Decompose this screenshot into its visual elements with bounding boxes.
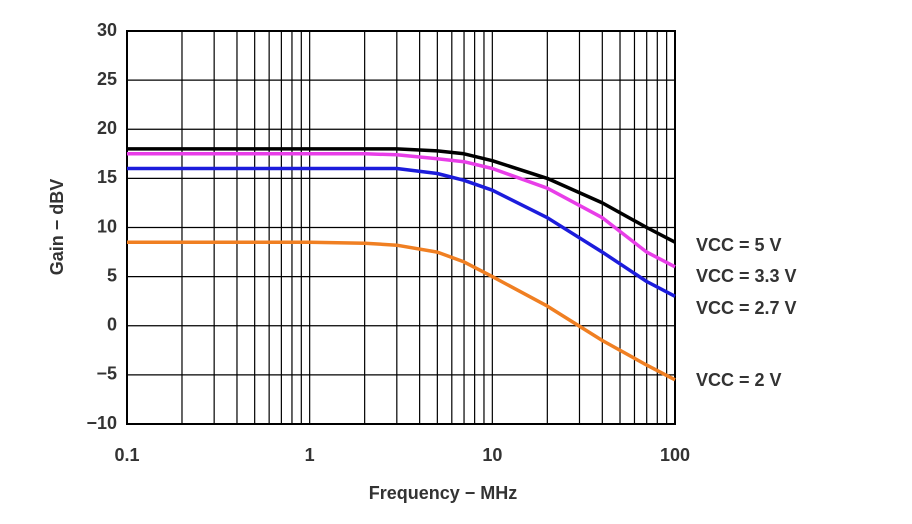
y-tick-label: 20: [97, 118, 117, 138]
legend-label: VCC = 2 V: [696, 370, 782, 390]
y-axis-label: Gain − dBV: [47, 179, 67, 276]
y-tick-label: −10: [86, 413, 117, 433]
x-tick-label: 1: [305, 445, 315, 465]
y-tick-label: −5: [96, 364, 117, 384]
plot-frame: [126, 30, 676, 425]
series-line: [127, 152, 676, 269]
y-tick-label: 5: [107, 265, 117, 285]
series-line: [127, 240, 676, 382]
y-tick-label: 0: [107, 315, 117, 335]
x-axis-label: Frequency − MHz: [369, 483, 518, 503]
legend-label: VCC = 3.3 V: [696, 266, 797, 286]
y-tick-label: 10: [97, 216, 117, 236]
legend-label: VCC = 5 V: [696, 235, 782, 255]
y-tick-label: 25: [97, 69, 117, 89]
series-line: [127, 147, 676, 244]
x-tick-label: 100: [660, 445, 690, 465]
y-tick-label: 30: [97, 20, 117, 40]
legend-label: VCC = 2.7 V: [696, 298, 797, 318]
series-line: [127, 166, 676, 298]
x-tick-label: 10: [482, 445, 502, 465]
y-tick-label: 15: [97, 167, 117, 187]
x-tick-label: 0.1: [114, 445, 139, 465]
